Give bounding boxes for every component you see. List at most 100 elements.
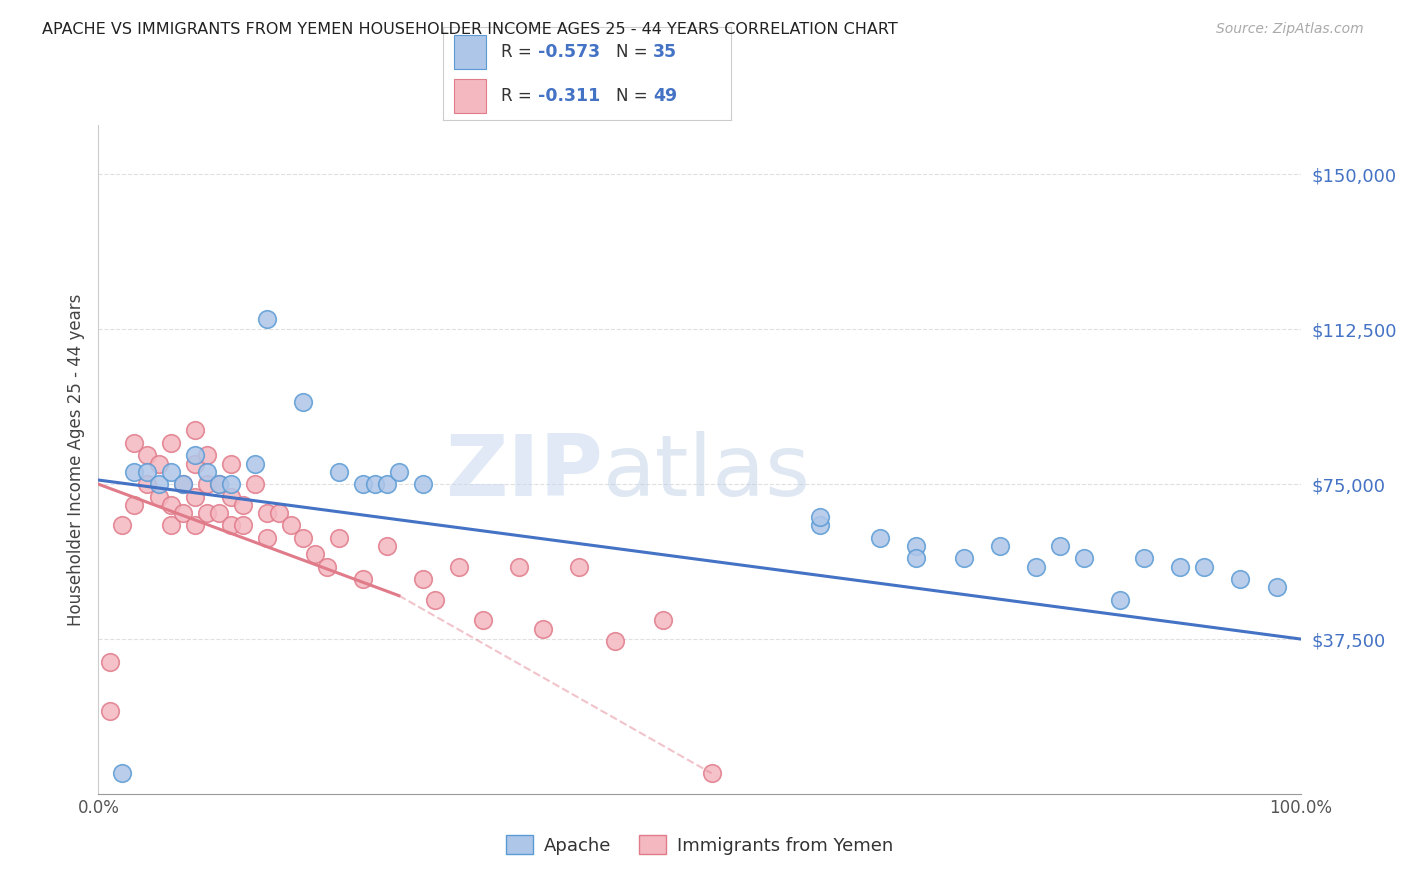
Point: [135, 465, 157, 479]
FancyBboxPatch shape: [454, 79, 486, 113]
Text: Source: ZipAtlas.com: Source: ZipAtlas.com: [1216, 22, 1364, 37]
Legend: Apache, Immigrants from Yemen: Apache, Immigrants from Yemen: [499, 828, 900, 862]
Point: [124, 465, 146, 479]
Point: [243, 457, 266, 471]
Point: [291, 531, 314, 545]
Point: [219, 518, 242, 533]
Point: [159, 465, 181, 479]
Point: [243, 477, 266, 491]
Point: [183, 448, 205, 462]
Point: [1194, 559, 1216, 574]
Point: [172, 506, 194, 520]
Point: [472, 614, 495, 628]
Text: atlas: atlas: [603, 431, 811, 515]
Point: [219, 477, 242, 491]
Text: -0.311: -0.311: [538, 87, 600, 105]
Text: 49: 49: [654, 87, 678, 105]
Point: [568, 559, 591, 574]
Point: [183, 424, 205, 438]
Point: [904, 551, 927, 566]
Point: [364, 477, 387, 491]
Point: [256, 531, 278, 545]
Point: [869, 531, 891, 545]
Point: [808, 518, 831, 533]
Point: [423, 592, 446, 607]
Point: [988, 539, 1011, 553]
Text: -0.573: -0.573: [538, 43, 600, 61]
Point: [159, 518, 181, 533]
Point: [195, 477, 218, 491]
Text: APACHE VS IMMIGRANTS FROM YEMEN HOUSEHOLDER INCOME AGES 25 - 44 YEARS CORRELATIO: APACHE VS IMMIGRANTS FROM YEMEN HOUSEHOL…: [42, 22, 898, 37]
Point: [531, 622, 554, 636]
Point: [280, 518, 302, 533]
Text: R =: R =: [501, 43, 537, 61]
Point: [315, 559, 337, 574]
Point: [124, 498, 146, 512]
Point: [291, 394, 314, 409]
Point: [135, 448, 157, 462]
Point: [328, 465, 350, 479]
Point: [256, 312, 278, 326]
Point: [328, 531, 350, 545]
Point: [183, 518, 205, 533]
Point: [135, 477, 157, 491]
Text: 35: 35: [654, 43, 678, 61]
Point: [1025, 559, 1047, 574]
Point: [195, 506, 218, 520]
Point: [183, 490, 205, 504]
Point: [1170, 559, 1192, 574]
Point: [375, 477, 398, 491]
Point: [100, 704, 122, 718]
Point: [375, 539, 398, 553]
Text: N =: N =: [616, 87, 652, 105]
Point: [172, 477, 194, 491]
Point: [159, 435, 181, 450]
Point: [232, 518, 254, 533]
Point: [1073, 551, 1095, 566]
Point: [304, 547, 326, 561]
Point: [605, 634, 627, 648]
Point: [447, 559, 470, 574]
Point: [232, 498, 254, 512]
Point: [808, 510, 831, 524]
Point: [352, 477, 374, 491]
Point: [412, 572, 434, 586]
Text: ZIP: ZIP: [446, 431, 603, 515]
Point: [388, 465, 411, 479]
Point: [412, 477, 434, 491]
Point: [208, 477, 231, 491]
Point: [159, 498, 181, 512]
Point: [267, 506, 290, 520]
FancyBboxPatch shape: [454, 35, 486, 69]
Point: [1133, 551, 1156, 566]
Point: [111, 518, 134, 533]
Point: [904, 539, 927, 553]
Point: [352, 572, 374, 586]
Point: [508, 559, 530, 574]
Point: [208, 506, 231, 520]
Point: [195, 465, 218, 479]
Point: [256, 506, 278, 520]
Point: [183, 457, 205, 471]
Point: [148, 457, 170, 471]
Point: [219, 457, 242, 471]
Text: N =: N =: [616, 43, 652, 61]
Point: [1109, 592, 1132, 607]
Point: [1229, 572, 1251, 586]
Text: R =: R =: [501, 87, 537, 105]
Point: [652, 614, 675, 628]
Point: [700, 766, 723, 780]
Point: [124, 435, 146, 450]
Point: [111, 766, 134, 780]
Point: [1049, 539, 1071, 553]
Point: [148, 490, 170, 504]
Point: [148, 477, 170, 491]
Point: [953, 551, 976, 566]
Point: [208, 477, 231, 491]
Y-axis label: Householder Income Ages 25 - 44 years: Householder Income Ages 25 - 44 years: [66, 293, 84, 625]
Point: [172, 477, 194, 491]
Point: [1265, 581, 1288, 595]
Point: [195, 448, 218, 462]
Point: [100, 655, 122, 669]
Point: [219, 490, 242, 504]
